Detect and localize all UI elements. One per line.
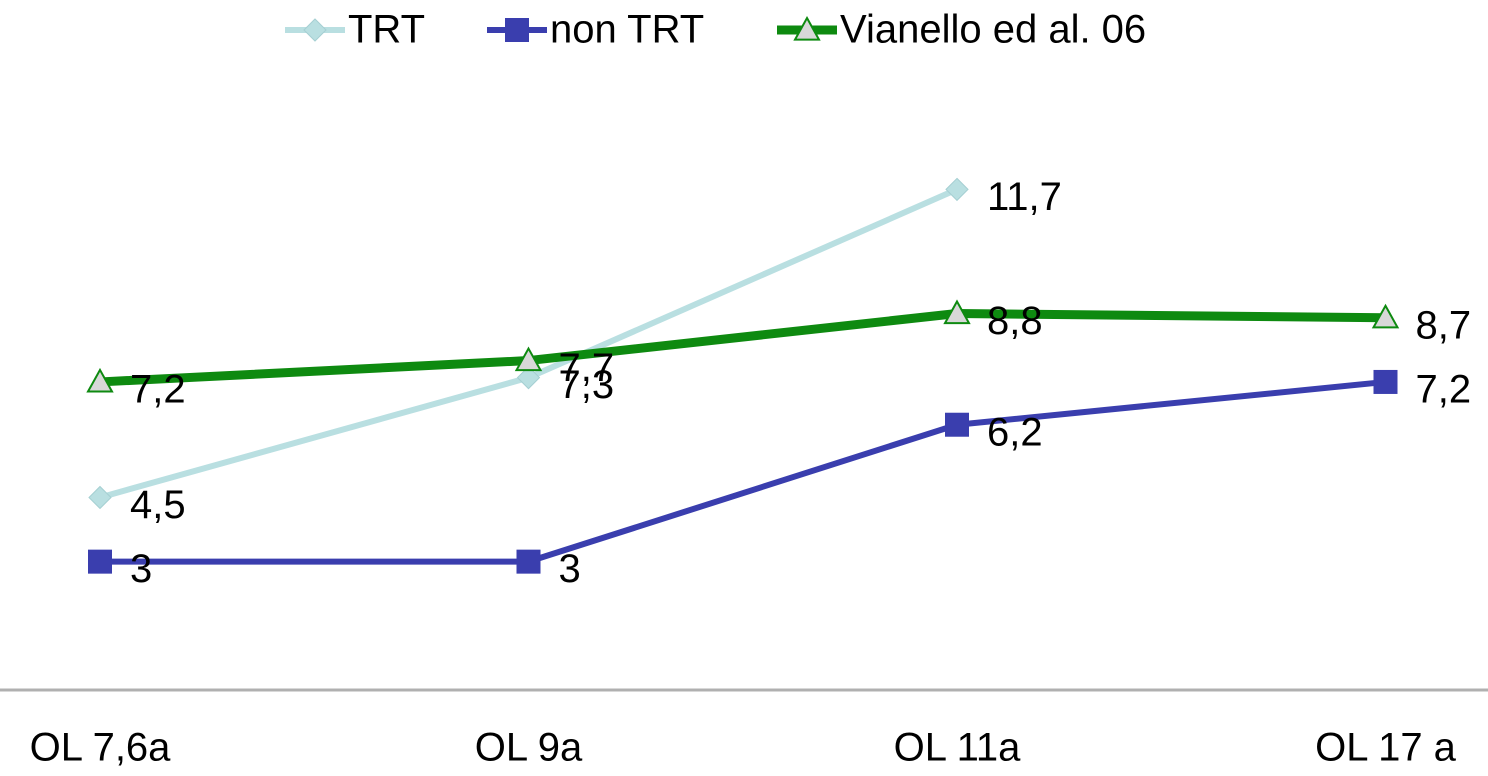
marker-diamond [945, 177, 969, 202]
series-line [99, 186, 959, 501]
marker-diamond [88, 485, 112, 510]
data-label: 7,7 [559, 346, 615, 390]
marker-square [1373, 369, 1398, 394]
marker-square [88, 549, 112, 574]
legend-label: non TRT [550, 8, 704, 52]
legend-marker [505, 18, 529, 42]
x-tick-label: OL 9a [475, 726, 583, 770]
marker-triangle [1371, 303, 1400, 329]
data-label: 11,7 [987, 175, 1062, 219]
marker-triangle [86, 367, 114, 393]
legend-label: Vianello ed al. 06 [840, 8, 1146, 52]
x-tick-label: OL 17 a [1315, 726, 1457, 770]
marker-triangle [943, 299, 971, 325]
series-line [100, 378, 1386, 565]
data-label: 7,2 [1416, 368, 1472, 412]
marker-triangle [514, 346, 543, 372]
data-label: 3 [130, 547, 152, 591]
x-tick-label: OL 11a [894, 726, 1022, 770]
data-label: 8,8 [987, 299, 1043, 343]
data-label: 3 [559, 547, 581, 591]
marker-square [516, 549, 541, 574]
legend-label: TRT [348, 8, 425, 52]
data-label: 6,2 [987, 410, 1043, 454]
legend-marker [793, 15, 821, 41]
marker-diamond [516, 365, 541, 390]
data-label: 7,2 [130, 368, 186, 412]
data-label: 8,7 [1416, 303, 1472, 347]
legend-marker [303, 18, 327, 42]
series-line [99, 308, 1386, 387]
data-label: 7,3 [559, 363, 615, 407]
x-tick-label: OL 7,6a [30, 726, 172, 770]
marker-square [945, 412, 969, 437]
data-label: 4,5 [130, 483, 186, 527]
